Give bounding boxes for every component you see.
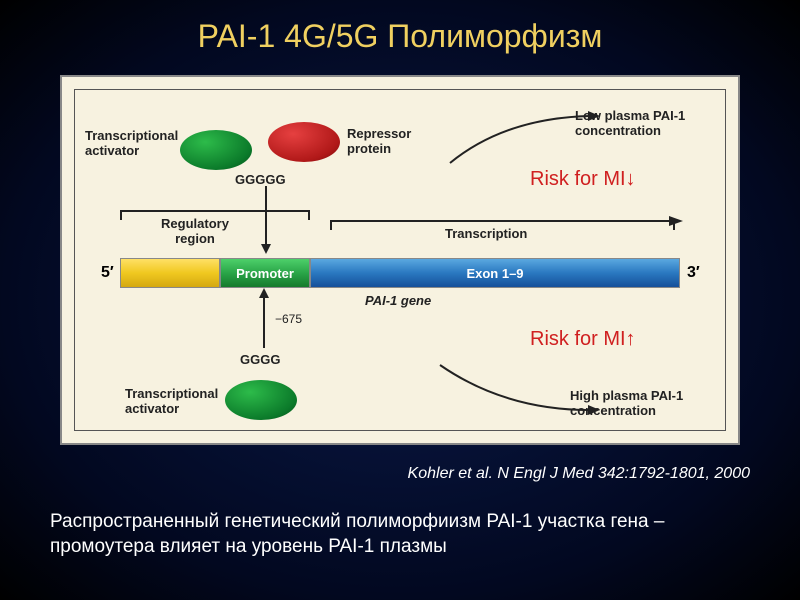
label-risk-high: Risk for MI↑ (530, 328, 636, 351)
label-ggggg: GGGGG (235, 172, 286, 187)
caption: Распространенный генетический полиморфии… (50, 510, 750, 559)
label-risk-low: Risk for MI↓ (530, 168, 636, 191)
label-transcriptional-activator-top: Transcriptional activator (85, 128, 180, 158)
label-minus675: −675 (275, 312, 302, 326)
arrow-5g-down (259, 186, 273, 256)
label-3prime: 3′ (687, 264, 700, 282)
arrow-transcription (669, 214, 685, 228)
gene-bar: Promoter Exon 1–9 (120, 258, 680, 288)
bracket-transcription (330, 220, 675, 222)
label-5prime: 5′ (101, 264, 114, 282)
label-transcription: Transcription (445, 226, 527, 241)
activator-ellipse-top (180, 130, 252, 170)
activator-ellipse-bottom (225, 380, 297, 420)
label-high-plasma: High plasma PAI-1 concentration (570, 388, 715, 418)
diagram-frame: Transcriptional activator Repressor prot… (60, 75, 740, 445)
segment-exon: Exon 1–9 (310, 258, 680, 288)
label-gggg: GGGG (240, 352, 280, 367)
bracket-regulatory (120, 210, 310, 212)
label-regulatory-region: Regulatory region (145, 216, 245, 246)
diagram-inner: Transcriptional activator Repressor prot… (74, 89, 726, 431)
segment-5prime-region (120, 258, 220, 288)
label-repressor-protein: Repressor protein (347, 126, 437, 156)
slide-title: PAI-1 4G/5G Полиморфизм (0, 0, 800, 55)
citation: Kohler et al. N Engl J Med 342:1792-1801… (408, 465, 750, 483)
repressor-ellipse (268, 122, 340, 162)
arrow-4g-up (257, 288, 271, 348)
segment-promoter: Promoter (220, 258, 310, 288)
label-transcriptional-activator-bottom: Transcriptional activator (125, 386, 225, 416)
label-pai1-gene: PAI-1 gene (365, 293, 431, 308)
label-low-plasma: Low plasma PAI-1 concentration (575, 108, 715, 138)
